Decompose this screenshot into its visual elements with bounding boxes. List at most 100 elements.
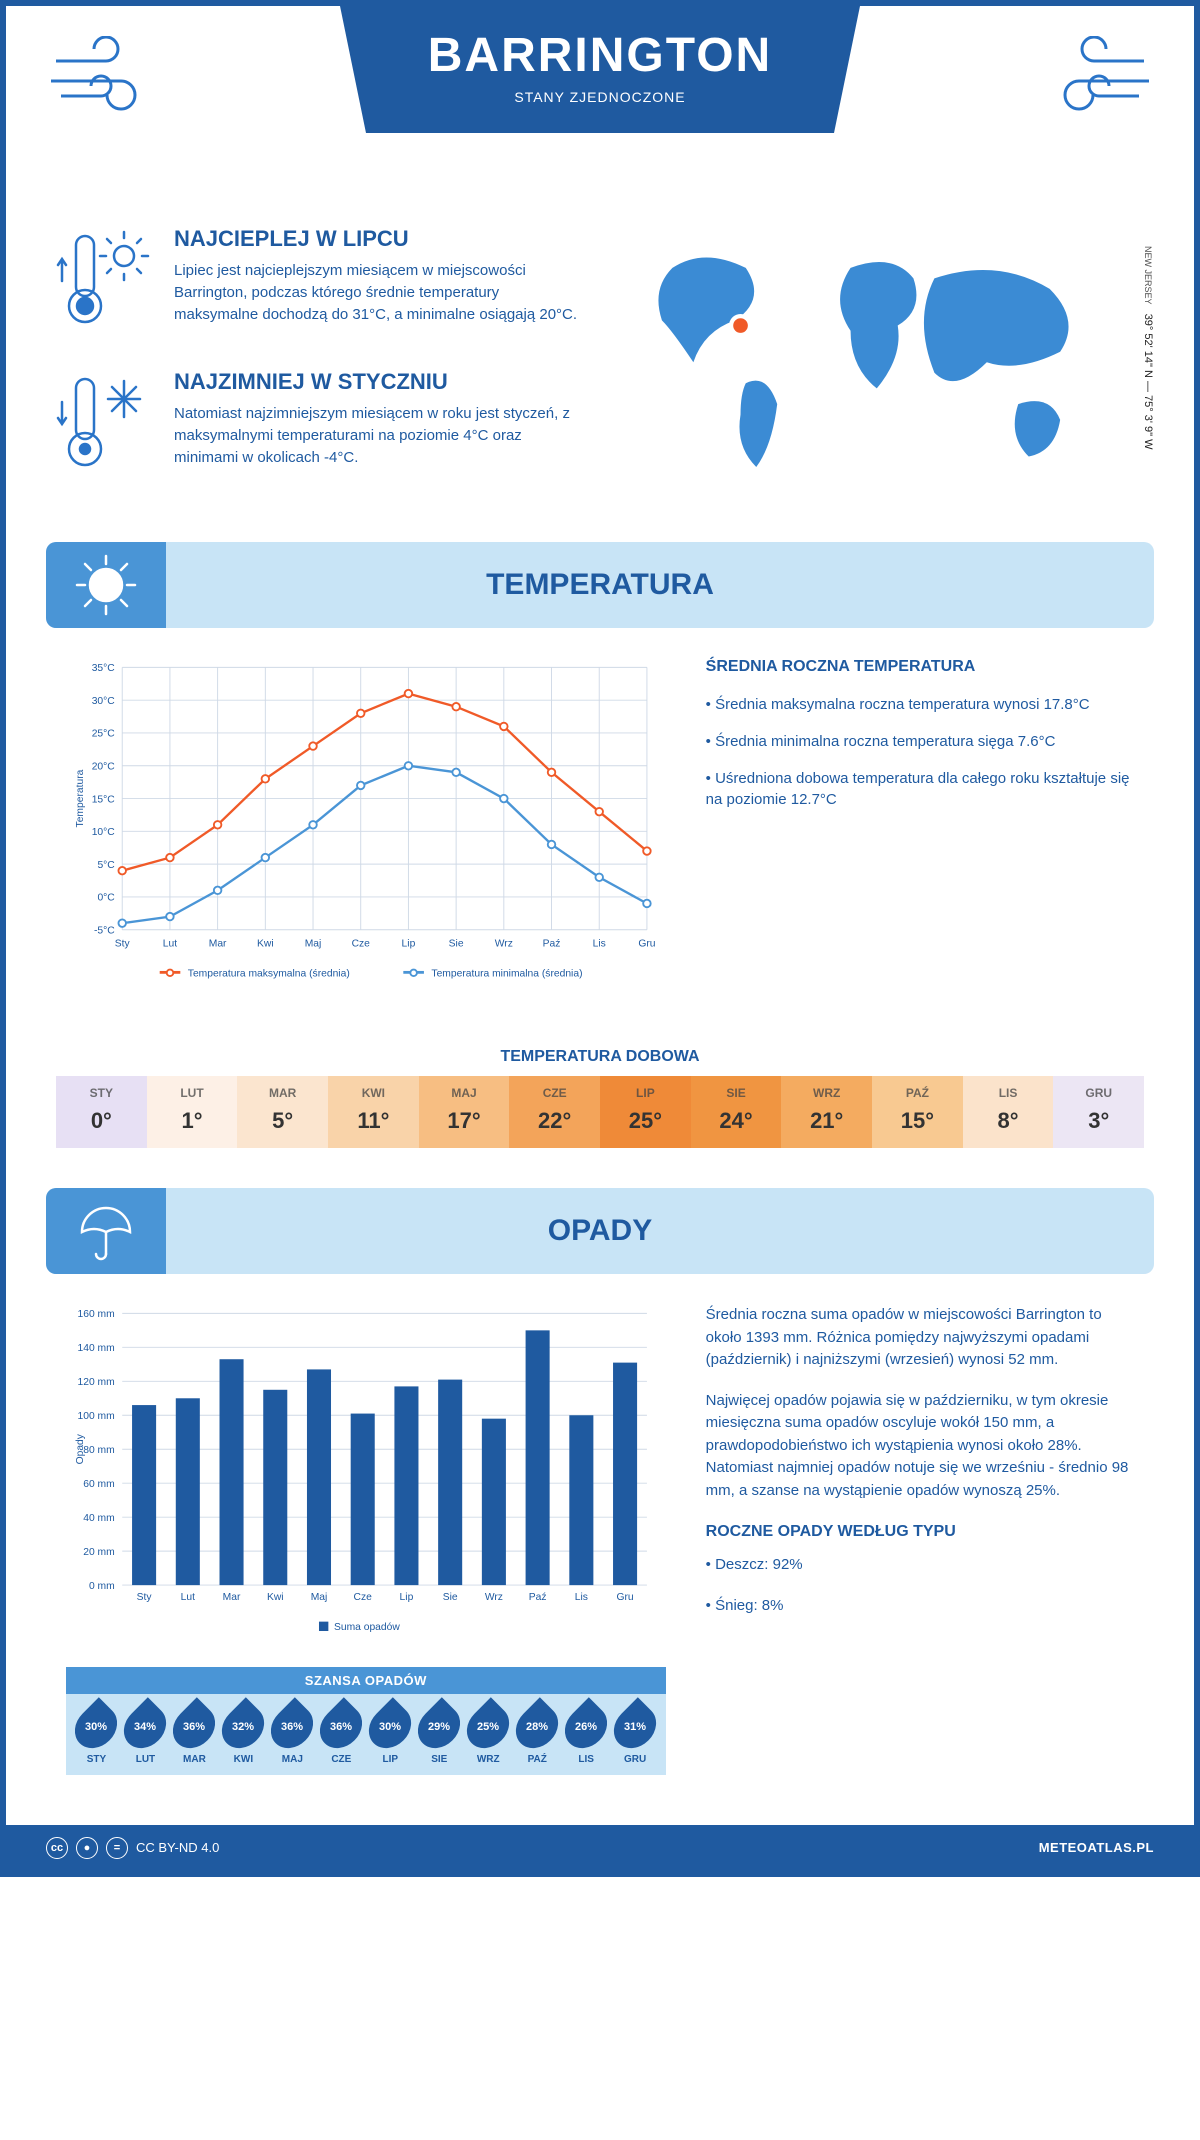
site-name: METEOATLAS.PL — [1039, 1840, 1154, 1855]
svg-text:160 mm: 160 mm — [78, 1309, 115, 1320]
chance-drop: 26%LIS — [562, 1704, 611, 1765]
precip-body-2: Najwięcej opadów pojawia się w październ… — [706, 1390, 1134, 1503]
by-type-1: • Deszcz: 92% — [706, 1554, 1134, 1577]
stat-2: • Średnia minimalna roczna temperatura s… — [706, 731, 1134, 752]
svg-text:Wrz: Wrz — [495, 939, 513, 950]
daily-cell: LIS8° — [963, 1076, 1054, 1148]
stat-1: • Średnia maksymalna roczna temperatura … — [706, 694, 1134, 715]
by-type-2: • Śnieg: 8% — [706, 1595, 1134, 1618]
svg-text:25°C: 25°C — [92, 729, 116, 740]
svg-text:Sie: Sie — [443, 1592, 458, 1603]
svg-text:Lip: Lip — [400, 1592, 414, 1603]
precip-section-head: OPADY — [46, 1188, 1154, 1274]
svg-text:Suma opadów: Suma opadów — [334, 1622, 400, 1633]
svg-text:Wrz: Wrz — [485, 1592, 503, 1603]
license-block: cc ● = CC BY-ND 4.0 — [46, 1837, 219, 1859]
svg-text:Maj: Maj — [305, 939, 322, 950]
chance-drop: 30%LIP — [366, 1704, 415, 1765]
state-label: NEW JERSEY — [1143, 246, 1153, 305]
coord-value: 39° 52' 14" N — 75° 3' 9" W — [1142, 314, 1154, 450]
country-subtitle: STANY ZJEDNOCZONE — [340, 89, 860, 105]
temperature-chart: -5°C0°C5°C10°C15°C20°C25°C30°C35°CStyLut… — [66, 658, 666, 995]
svg-text:Lis: Lis — [575, 1592, 588, 1603]
svg-text:Gru: Gru — [638, 939, 655, 950]
daily-cell: LIP25° — [600, 1076, 691, 1148]
svg-text:30°C: 30°C — [92, 696, 116, 707]
svg-text:40 mm: 40 mm — [83, 1513, 114, 1524]
coordinates: NEW JERSEY 39° 52' 14" N — 75° 3' 9" W — [1142, 246, 1154, 449]
svg-text:Sie: Sie — [449, 939, 464, 950]
sun-icon — [46, 542, 166, 628]
intro-section: NAJCIEPLEJ W LIPCU Lipiec jest najcieple… — [6, 226, 1194, 542]
svg-text:100 mm: 100 mm — [78, 1411, 115, 1422]
svg-text:Gru: Gru — [616, 1592, 633, 1603]
hottest-title: NAJCIEPLEJ W LIPCU — [174, 226, 580, 252]
svg-text:60 mm: 60 mm — [83, 1479, 114, 1490]
daily-cell: LUT1° — [147, 1076, 238, 1148]
precip-title: OPADY — [548, 1214, 652, 1247]
svg-text:Kwi: Kwi — [267, 1592, 284, 1603]
chance-drop: 34%LUT — [121, 1704, 170, 1765]
svg-text:20 mm: 20 mm — [83, 1547, 114, 1558]
svg-text:0 mm: 0 mm — [89, 1581, 115, 1592]
title-banner: BARRINGTON STANY ZJEDNOCZONE — [340, 6, 860, 133]
daily-cell: GRU3° — [1053, 1076, 1144, 1148]
svg-text:Sty: Sty — [115, 939, 131, 950]
svg-text:140 mm: 140 mm — [78, 1343, 115, 1354]
svg-text:Maj: Maj — [311, 1592, 328, 1603]
daily-cell: STY0° — [56, 1076, 147, 1148]
by-type-title: ROCZNE OPADY WEDŁUG TYPU — [706, 1520, 1134, 1544]
thermometer-cold-icon — [56, 369, 156, 484]
svg-text:-5°C: -5°C — [94, 925, 115, 936]
daily-cell: SIE24° — [691, 1076, 782, 1148]
chance-row: 30%STY34%LUT36%MAR32%KWI36%MAJ36%CZE30%L… — [66, 1694, 666, 1775]
wind-icon — [1034, 36, 1154, 131]
daily-cell: MAJ17° — [419, 1076, 510, 1148]
temperature-title: TEMPERATURA — [486, 568, 714, 601]
svg-text:Cze: Cze — [352, 939, 371, 950]
svg-text:10°C: 10°C — [92, 827, 116, 838]
by-icon: ● — [76, 1837, 98, 1859]
temperature-section-head: TEMPERATURA — [46, 542, 1154, 628]
chance-drop: 29%SIE — [415, 1704, 464, 1765]
temperature-stats: ŚREDNIA ROCZNA TEMPERATURA • Średnia mak… — [706, 658, 1134, 1000]
cc-icon: cc — [46, 1837, 68, 1859]
svg-text:0°C: 0°C — [97, 893, 115, 904]
chance-drop: 36%MAR — [170, 1704, 219, 1765]
svg-text:Lut: Lut — [163, 939, 177, 950]
stats-title: ŚREDNIA ROCZNA TEMPERATURA — [706, 658, 1134, 676]
svg-text:20°C: 20°C — [92, 762, 116, 773]
world-map-icon — [620, 226, 1144, 498]
svg-text:35°C: 35°C — [92, 663, 116, 674]
chance-drop: 28%PAŹ — [513, 1704, 562, 1765]
svg-text:Temperatura minimalna (średnia: Temperatura minimalna (średnia) — [431, 969, 582, 980]
svg-text:15°C: 15°C — [92, 794, 116, 805]
daily-cell: CZE22° — [509, 1076, 600, 1148]
coldest-body: Natomiast najzimniejszym miesiącem w rok… — [174, 403, 580, 468]
svg-text:Temperatura maksymalna (średni: Temperatura maksymalna (średnia) — [188, 969, 350, 980]
daily-temp-table: STY0°LUT1°MAR5°KWI11°MAJ17°CZE22°LIP25°S… — [56, 1076, 1144, 1148]
svg-text:Temperatura: Temperatura — [75, 769, 86, 827]
svg-text:Lis: Lis — [593, 939, 606, 950]
chance-drop: 30%STY — [72, 1704, 121, 1765]
coldest-block: NAJZIMNIEJ W STYCZNIU Natomiast najzimni… — [56, 369, 580, 484]
svg-text:Sty: Sty — [137, 1592, 153, 1603]
svg-text:80 mm: 80 mm — [83, 1445, 114, 1456]
nd-icon: = — [106, 1837, 128, 1859]
chance-title: SZANSA OPADÓW — [66, 1667, 666, 1694]
chance-drop: 31%GRU — [611, 1704, 660, 1765]
daily-temp-title: TEMPERATURA DOBOWA — [6, 1048, 1194, 1066]
chance-drop: 36%CZE — [317, 1704, 366, 1765]
svg-text:Mar: Mar — [223, 1592, 241, 1603]
precip-body-1: Średnia roczna suma opadów w miejscowośc… — [706, 1304, 1134, 1372]
chance-drop: 36%MAJ — [268, 1704, 317, 1765]
wind-icon — [46, 36, 166, 131]
header: BARRINGTON STANY ZJEDNOCZONE — [6, 6, 1194, 226]
chance-drop: 25%WRZ — [464, 1704, 513, 1765]
precip-chart: 0 mm 20 mm 40 mm 60 mm 80 mm 100 mm 120 mm 140 … — [66, 1304, 666, 1641]
thermometer-hot-icon — [56, 226, 156, 341]
precip-text: Średnia roczna suma opadów w miejscowośc… — [706, 1304, 1134, 1774]
svg-text:120 mm: 120 mm — [78, 1377, 115, 1388]
license-text: CC BY-ND 4.0 — [136, 1840, 219, 1855]
svg-text:Paź: Paź — [543, 939, 561, 950]
